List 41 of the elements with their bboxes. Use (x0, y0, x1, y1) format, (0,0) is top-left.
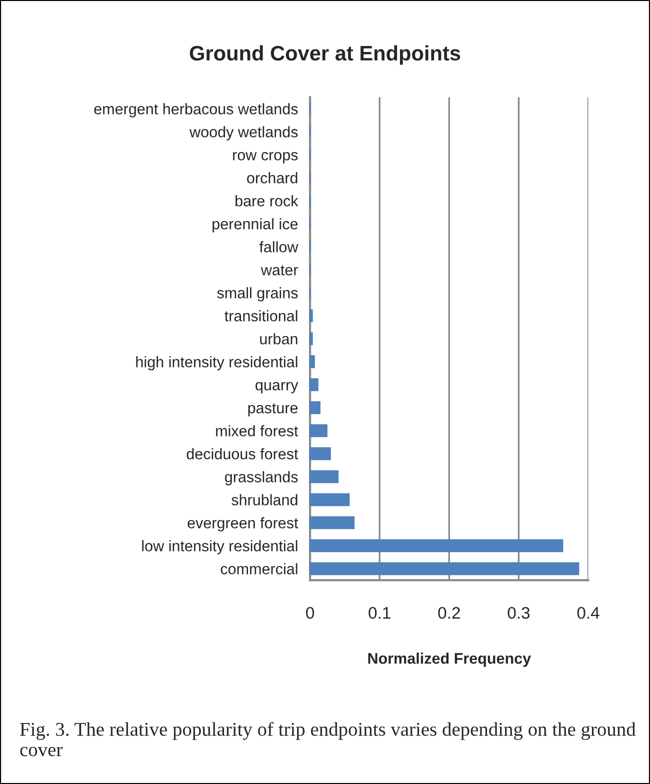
y-tick-label: low intensity residential (142, 540, 298, 554)
y-tick-label: orchard (247, 172, 298, 184)
y-tick-label: deciduous forest (186, 448, 298, 460)
bar (309, 447, 331, 460)
bar (309, 516, 355, 530)
bar (309, 562, 580, 576)
bar (309, 378, 318, 392)
y-tick-label: row crops (233, 152, 298, 164)
y-tick-label: grasslands (225, 471, 298, 486)
y-tick-label: woody wetlands (190, 126, 298, 140)
y-tick-label: water (260, 265, 298, 276)
y-tick-label: perennial ice (212, 218, 298, 232)
y-tick-label: transitional (224, 310, 298, 322)
bar (309, 309, 313, 322)
bar (309, 470, 339, 484)
caption: Fig. 3. The relative popularity of trip endpoints varies depending on the ground cover (20, 722, 636, 756)
chart-title: Ground Cover at Endpoints (190, 45, 460, 65)
bar (309, 424, 328, 438)
bar (309, 355, 315, 368)
bar (309, 401, 320, 414)
y-tick-label: quarry (256, 382, 298, 394)
y-tick-label: emergent herbacous wetlands (94, 103, 298, 118)
x-tick-label: 0 (306, 606, 314, 619)
y-tick-label: high intensity residential (136, 356, 298, 370)
x-axis-title: Normalized Frequency (368, 652, 531, 667)
y-tick-label: fallow (259, 241, 298, 252)
bar (309, 493, 350, 506)
y-tick-label: bare rock (236, 195, 298, 206)
x-tick-label: 0.3 (508, 606, 530, 619)
x-tick-label: 0.2 (438, 606, 460, 619)
bar (309, 332, 313, 346)
x-tick-label: 0.4 (577, 606, 600, 619)
bar (309, 539, 564, 552)
y-tick-label: mixed forest (216, 425, 298, 436)
y-tick-label: small grains (217, 287, 298, 302)
y-tick-label: pasture (248, 403, 298, 416)
y-tick-label: evergreen forest (188, 517, 298, 532)
x-tick-label: 0.1 (368, 606, 390, 619)
y-tick-label: commercial (220, 563, 298, 574)
y-tick-label: urban (260, 333, 298, 344)
y-tick-label: shrubland (232, 494, 298, 506)
